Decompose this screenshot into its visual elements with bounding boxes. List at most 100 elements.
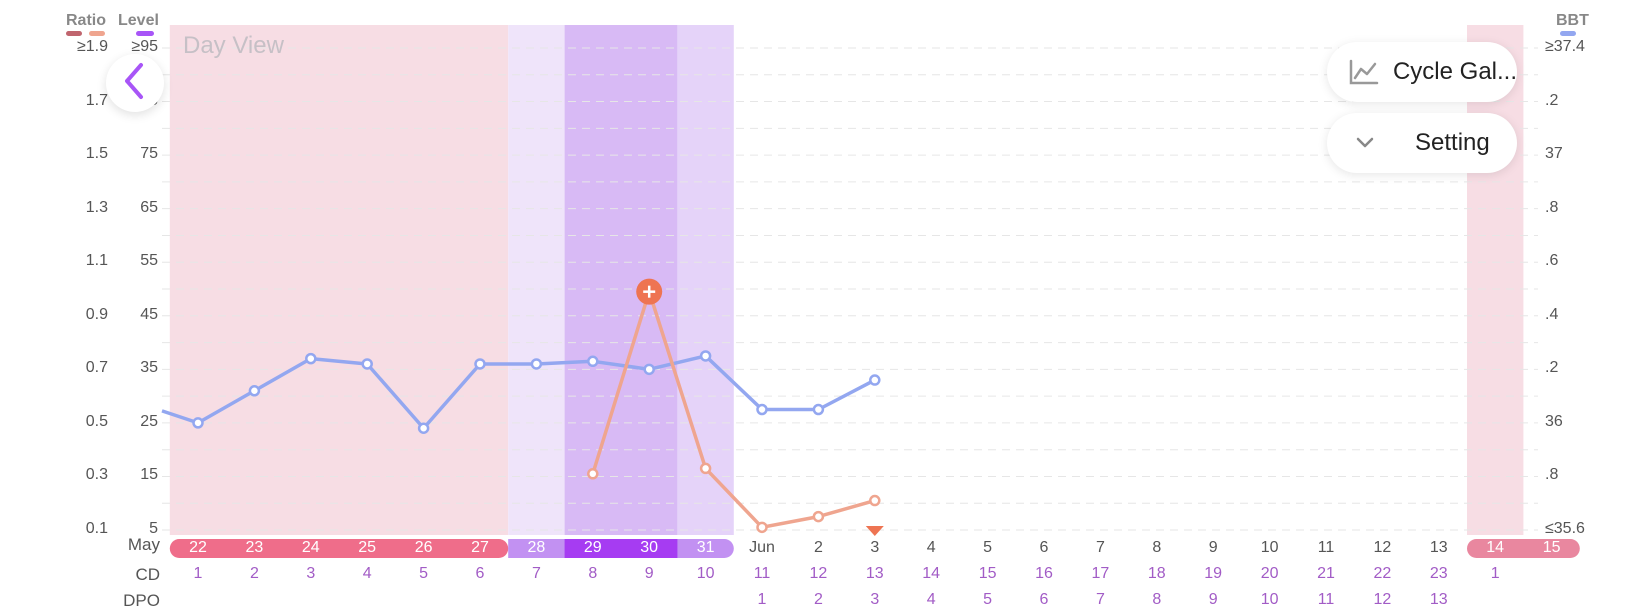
cd-cell: 7 [531, 565, 541, 582]
ratio-point [699, 462, 712, 475]
level-tick-label: 25 [140, 412, 158, 430]
date-cell: 10 [1260, 539, 1279, 556]
cd-cell: 16 [1035, 565, 1053, 582]
ratio-tick-label: 0.7 [85, 359, 108, 377]
dpo-cell: 13 [1429, 591, 1448, 608]
dpo-cell: 10 [1260, 591, 1279, 608]
today-marker [865, 526, 884, 536]
bbt-tick-label: ≤35.6 [1545, 520, 1585, 537]
cycle-gallery-label: Cycle Gal... [1392, 58, 1517, 85]
ratio-tick-label: 0.1 [85, 520, 108, 537]
bbt-point [812, 403, 825, 416]
line-chart-icon [1345, 59, 1383, 85]
date-cell: Jun [749, 539, 775, 556]
dpo-cell: 9 [1208, 591, 1218, 608]
ratio-point [587, 468, 599, 480]
bbt-tick-label: .2 [1545, 359, 1559, 377]
fertile-band-join [508, 539, 543, 558]
ratio-tick-label: 1.5 [85, 145, 108, 163]
dpo-cell: 2 [813, 591, 823, 608]
bbt-swatch [1560, 31, 1576, 36]
bbt-point [361, 358, 373, 370]
dpo-cell: 7 [1095, 591, 1105, 608]
date-cell: 28 [527, 539, 546, 556]
level-tick-label: 55 [140, 252, 158, 270]
date-band [169, 539, 1580, 558]
ratio-legend-label: Ratio [66, 12, 106, 29]
cd-cell: 14 [922, 565, 941, 582]
bbt-tick-label: .8 [1545, 466, 1559, 484]
view-title: Day View [183, 32, 284, 59]
bbt-legend-label: BBT [1556, 12, 1589, 29]
date-cell: 22 [189, 539, 207, 556]
date-cell: 29 [583, 539, 602, 556]
cd-cell: 3 [306, 565, 316, 582]
bbt-point [530, 358, 543, 370]
cd-cell: 10 [696, 565, 715, 582]
ratio-tick-label: 1.3 [85, 198, 108, 216]
ratio-tick-label: 1.7 [85, 91, 108, 109]
date-cell: 31 [696, 539, 715, 556]
cd-row-label: CD [135, 565, 160, 584]
bbt-tick-label: .4 [1545, 305, 1559, 323]
bbt-tick-label: 36 [1545, 412, 1563, 430]
dpo-cell: 8 [1152, 591, 1162, 608]
bbt-tick-label: .8 [1545, 198, 1559, 216]
date-cell: 3 [870, 539, 880, 556]
bbt-point [643, 363, 655, 376]
ratio-series-line [591, 289, 876, 530]
date-cell: 14 [1486, 539, 1505, 556]
date-cell: 23 [245, 539, 264, 556]
month-row-label: May [127, 535, 160, 554]
level-tick-label: 15 [140, 466, 158, 484]
bbt-point [699, 350, 712, 362]
cycle-gallery-button[interactable]: Cycle Gal... [1327, 42, 1517, 102]
cd-cell: 22 [1373, 565, 1392, 582]
period-band [169, 539, 509, 558]
fertile-region-peak [564, 25, 678, 535]
cd-cell: 13 [865, 565, 884, 582]
back-button[interactable] [106, 54, 164, 112]
level-tick-label: ≥95 [131, 38, 158, 55]
date-cell: 5 [983, 539, 993, 556]
bbt-point [248, 385, 261, 397]
bbt-point [869, 374, 881, 386]
cd-cell: 15 [978, 565, 997, 582]
dpo-row-label: DPO [123, 591, 160, 610]
date-cell: 7 [1095, 539, 1105, 556]
level-tick-label: 45 [140, 305, 158, 323]
ratio-tick-label: 0.5 [85, 412, 108, 430]
dpo-cell: 4 [926, 591, 936, 608]
date-cell: 24 [301, 539, 320, 556]
date-cell: 9 [1208, 539, 1218, 556]
date-cell: 25 [358, 539, 377, 556]
dpo-cell: 3 [870, 591, 880, 608]
date-cell: 30 [640, 539, 659, 556]
cd-cell: 18 [1147, 565, 1166, 582]
ratio-point [869, 494, 881, 507]
date-cell: 4 [926, 539, 936, 556]
next-period-band [1467, 539, 1580, 558]
setting-button[interactable]: Setting [1327, 113, 1517, 173]
markers [192, 278, 884, 536]
cd-cell: 23 [1429, 565, 1448, 582]
date-cell: 27 [471, 539, 489, 556]
bbt-point [417, 422, 430, 434]
level-tick-label: 35 [140, 359, 158, 377]
cd-cell: 17 [1091, 565, 1110, 582]
bbt-tick-label: .6 [1545, 252, 1559, 270]
date-cell: 11 [1317, 539, 1335, 556]
cd-cell: 21 [1317, 565, 1335, 582]
date-cell: 13 [1429, 539, 1448, 556]
date-cell: 6 [1039, 539, 1049, 556]
ratio-point [756, 521, 768, 534]
bbt-point [474, 358, 486, 370]
cd-cell: 20 [1260, 565, 1279, 582]
ratio-tick-label: 0.9 [85, 305, 108, 323]
bbt-point [192, 417, 204, 429]
bbt-lead-in-line [161, 409, 199, 425]
level-tick-label: 5 [149, 520, 158, 537]
bbt-tick-label: .2 [1545, 91, 1559, 109]
cd-cell: 4 [362, 565, 372, 582]
